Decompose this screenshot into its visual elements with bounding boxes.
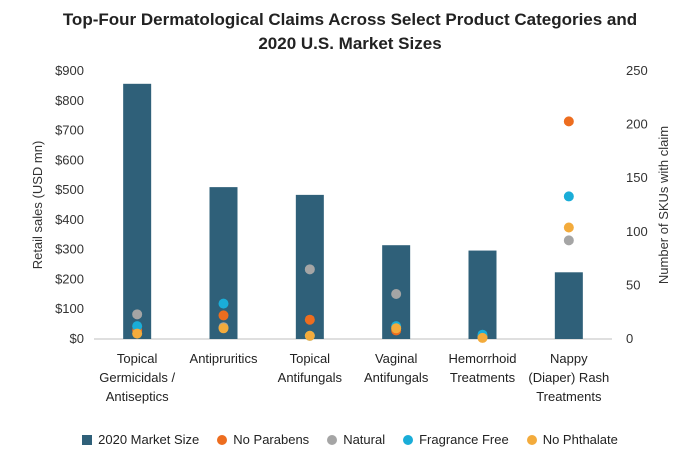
category-label: Topical — [117, 351, 158, 366]
point-fragrance-free — [218, 298, 229, 309]
legend-swatch-no-parabens — [217, 434, 228, 445]
category-label: Vaginal — [375, 351, 418, 366]
category-label: Antifungals — [278, 370, 343, 385]
point-fragrance-free — [132, 321, 143, 332]
point-no-phthalate — [304, 330, 315, 341]
point-natural — [132, 309, 143, 320]
chart-title: Top-Four Dermatological Claims Across Se… — [0, 8, 700, 56]
plot-area: $0 $100 $200 $300 $400 $500 $600 $700 $800 $900 0 5… — [30, 63, 671, 404]
bar-market-size — [468, 250, 497, 339]
category-label: (Diaper) Rash — [528, 370, 609, 385]
chart-title-line-1: Top-Four Dermatological Claims Across Se… — [62, 10, 638, 29]
y-left-tick-label: $100 — [55, 301, 84, 316]
y-right-tick-label: 0 — [626, 331, 633, 346]
point-no-phthalate — [477, 332, 488, 343]
chart-title-line-2: 2020 U.S. Market Sizes — [258, 34, 442, 53]
category-label: Nappy — [550, 351, 588, 366]
y-left-tick-label: $700 — [55, 123, 84, 138]
category-label: Topical — [290, 351, 331, 366]
point-no-phthalate — [132, 328, 143, 339]
category-label: Treatments — [536, 389, 602, 404]
legend-label-market-size: 2020 Market Size — [98, 432, 200, 447]
y-left-tick-label: $0 — [70, 331, 84, 346]
point-no-parabens — [218, 310, 229, 321]
point-fragrance-free — [563, 191, 574, 202]
legend-label-no-parabens: No Parabens — [233, 432, 310, 447]
y-right-tick-label: 50 — [626, 277, 640, 292]
legend-swatch-market-size — [82, 434, 93, 445]
point-no-parabens — [563, 116, 574, 127]
bar-market-size — [123, 83, 152, 339]
category-label: Treatments — [450, 370, 516, 385]
legend-item-no-phthalate: No Phthalate — [526, 432, 618, 447]
y-right-tick-label: 100 — [626, 224, 648, 239]
point-no-phthalate — [563, 222, 574, 233]
legend-swatch-no-phthalate — [526, 434, 537, 445]
y-right-tick-label: 150 — [626, 170, 648, 185]
legend-item-market-size: 2020 Market Size — [82, 432, 199, 447]
legend-label-natural: Natural — [343, 432, 386, 447]
legend-swatch-natural — [327, 434, 338, 445]
category-label: Hemorrhoid — [449, 351, 517, 366]
y-left-tick-label: $600 — [55, 152, 84, 167]
y-left-tick-label: $300 — [55, 242, 84, 257]
y-left-tick-label: $800 — [55, 93, 84, 108]
point-no-parabens — [304, 314, 315, 325]
legend-item-natural: Natural — [327, 432, 385, 447]
category-label: Antipruritics — [190, 351, 258, 366]
point-natural — [563, 235, 574, 246]
y-left-tick-label: $400 — [55, 212, 84, 227]
category-label: Germicidals / — [99, 370, 175, 385]
category-label: Antiseptics — [106, 389, 169, 404]
point-natural — [391, 288, 402, 299]
legend-swatch-fragrance-free — [403, 434, 414, 445]
y-left-tick-label: $500 — [55, 182, 84, 197]
y-right-tick-label: 200 — [626, 117, 648, 132]
point-natural — [304, 264, 315, 275]
legend: 2020 Market Size No Parabens Natural Fra… — [0, 432, 700, 447]
y-right-tick-label: 250 — [626, 63, 648, 78]
legend-item-fragrance-free: Fragrance Free — [403, 432, 509, 447]
legend-item-no-parabens: No Parabens — [217, 432, 309, 447]
y-right-axis-title: Number of SKUs with claim — [656, 126, 671, 284]
point-no-phthalate — [391, 323, 402, 334]
point-no-phthalate — [218, 323, 229, 334]
legend-label-no-phthalate: No Phthalate — [542, 432, 618, 447]
category-label: Antifungals — [364, 370, 429, 385]
y-left-axis-title: Retail sales (USD mn) — [30, 141, 45, 270]
bar-market-size — [554, 272, 583, 339]
y-left-tick-label: $900 — [55, 63, 84, 78]
legend-label-fragrance-free: Fragrance Free — [419, 432, 509, 447]
y-left-tick-label: $200 — [55, 271, 84, 286]
